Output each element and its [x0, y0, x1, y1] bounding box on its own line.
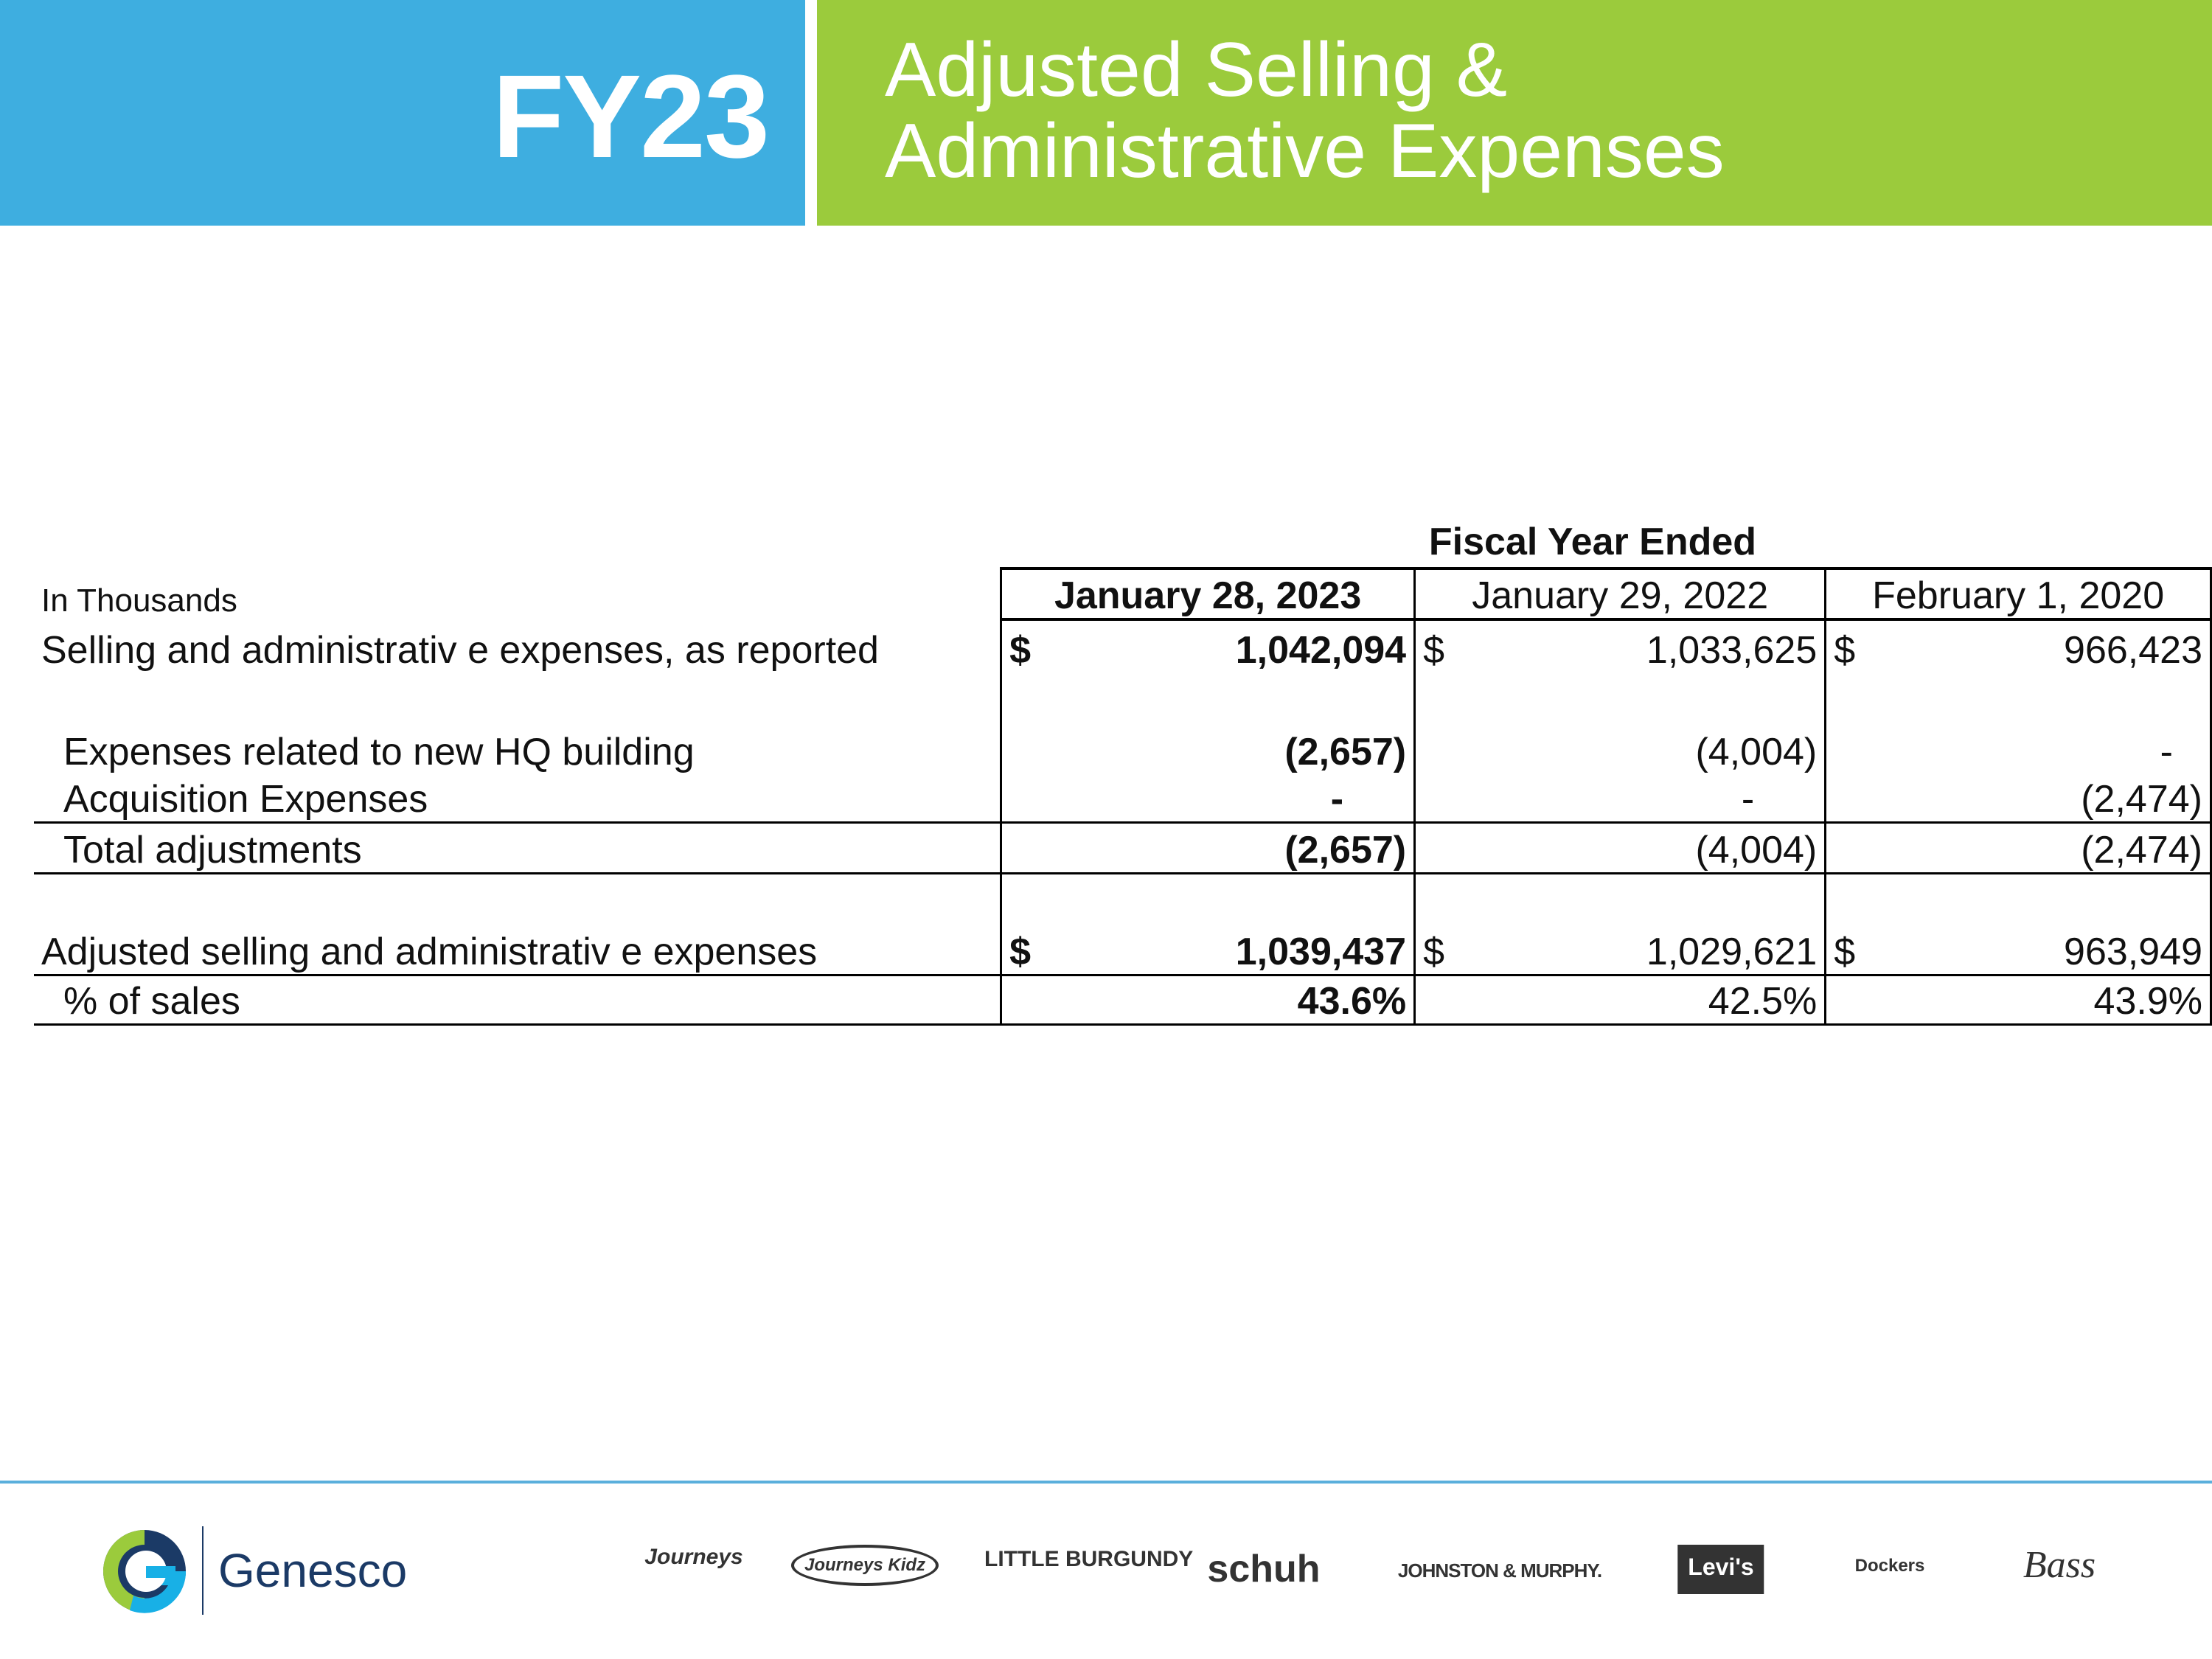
brand-logo-levis: Levi's	[1677, 1545, 1764, 1594]
table-row: Expenses related to new HQ building (2,6…	[34, 720, 2212, 774]
table-row: Adjusted selling and administrativ e exp…	[34, 923, 2212, 976]
logo-divider	[202, 1526, 204, 1615]
cell-value: 43.6%	[1000, 975, 1416, 1026]
genesco-logo	[100, 1528, 189, 1618]
sga-table: In Thousands January 28, 2023 January 29…	[34, 567, 2212, 1026]
column-header: February 1, 2020	[1824, 567, 2212, 621]
cell-value: 1,033,625	[1646, 629, 1818, 672]
column-header: January 29, 2022	[1413, 567, 1827, 621]
cell-value: (2,657)	[1000, 822, 1416, 874]
cell-value: 966,423	[2064, 629, 2202, 672]
cell-value: (2,657)	[1000, 720, 1416, 774]
cell-value: 43.9%	[1824, 975, 2212, 1026]
cell-value: 1,039,437	[1235, 930, 1407, 973]
currency: $	[1834, 629, 1856, 672]
column-header: January 28, 2023	[1000, 567, 1416, 621]
cell-value: (4,004)	[1413, 720, 1827, 774]
fy-badge-banner: FY23	[0, 0, 805, 226]
brand-logo-journeys: Journeys	[644, 1545, 743, 1569]
table-header-row: In Thousands January 28, 2023 January 29…	[34, 567, 2212, 621]
brand-logo-schuh: schuh	[1207, 1548, 1321, 1590]
spacer-row	[34, 672, 2212, 720]
brand-logo-little-burgundy: LITTLE BURGUNDY	[984, 1547, 1194, 1571]
currency: $	[1009, 629, 1031, 672]
row-label: Acquisition Expenses	[34, 774, 1001, 824]
currency: $	[1423, 930, 1445, 973]
cell-value: (2,474)	[1824, 822, 2212, 874]
brand-logo-bass: Bass	[2023, 1544, 2096, 1586]
row-label: Expenses related to new HQ building	[63, 731, 695, 773]
row-label: % of sales	[34, 975, 1001, 1026]
fiscal-year-ended-heading: Fiscal Year Ended	[1428, 521, 1757, 563]
cell-value: 1,042,094	[1235, 629, 1407, 672]
brand-logo-johnston-murphy: JOHNSTON & MURPHY.	[1397, 1559, 1602, 1582]
spacer-row	[34, 873, 2212, 923]
row-label: Total adjustments	[34, 822, 1001, 874]
row-label: Selling and administrativ e expenses, as…	[41, 629, 879, 672]
cell-value: -	[1413, 774, 1827, 824]
cell-value: 42.5%	[1413, 975, 1827, 1026]
genesco-g-icon	[103, 1530, 187, 1613]
brand-logo-dockers: Dockers	[1854, 1556, 1925, 1576]
table-row: Acquisition Expenses - - (2,474)	[34, 774, 2212, 824]
table-row: Selling and administrativ e expenses, as…	[34, 619, 2212, 672]
page-title: Adjusted Selling & Administrative Expens…	[885, 29, 1725, 192]
cell-value: 963,949	[2064, 930, 2202, 973]
unit-label: In Thousands	[41, 582, 237, 619]
currency: $	[1423, 629, 1445, 672]
cell-value: 1,029,621	[1646, 930, 1818, 973]
genesco-wordmark: Genesco	[218, 1544, 408, 1597]
brand-logo-journeys-kidz: Journeys Kidz	[790, 1545, 939, 1586]
table-row: % of sales 43.6% 42.5% 43.9%	[34, 975, 2212, 1026]
cell-value: -	[1824, 720, 2212, 774]
currency: $	[1009, 930, 1031, 973]
currency: $	[1834, 930, 1856, 973]
cell-value: -	[1000, 774, 1416, 824]
title-line-1: Adjusted Selling &	[885, 27, 1508, 113]
title-banner: Adjusted Selling & Administrative Expens…	[817, 0, 2212, 226]
cell-value: (4,004)	[1413, 822, 1827, 874]
table-row: Total adjustments (2,657) (4,004) (2,474…	[34, 822, 2212, 874]
cell-value: (2,474)	[1824, 774, 2212, 824]
row-label: Adjusted selling and administrativ e exp…	[34, 923, 1001, 976]
title-line-2: Administrative Expenses	[885, 108, 1725, 194]
footer-divider	[0, 1481, 2212, 1484]
fy-label: FY23	[492, 50, 770, 182]
